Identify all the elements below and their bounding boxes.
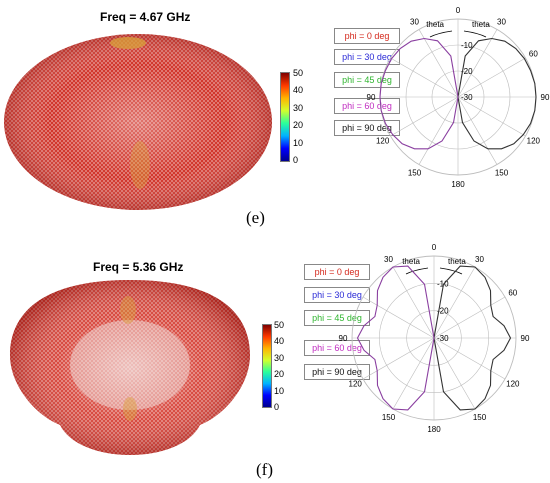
angle-tick-label: 30 xyxy=(475,255,484,264)
angle-tick-label: 60 xyxy=(529,50,538,59)
pattern-curve-right xyxy=(457,37,537,150)
panel-e-top-hotspot xyxy=(110,37,146,49)
colorbar-tick: 40 xyxy=(274,336,285,346)
pattern-curve-left xyxy=(379,37,459,150)
angle-tick-label: 120 xyxy=(506,380,520,389)
panel-e-letter: (e) xyxy=(246,208,265,227)
angle-tick-label: 120 xyxy=(349,380,363,389)
angle-tick-label: 90 xyxy=(367,93,376,102)
radial-tick-label: -30 xyxy=(461,93,473,102)
colorbar-tick: 50 xyxy=(293,68,304,78)
angle-tick-label: 150 xyxy=(408,168,422,177)
colorbar-tick: 10 xyxy=(293,138,304,148)
panel-e-3d-pattern xyxy=(4,34,272,210)
pattern-curve-left xyxy=(356,265,435,411)
colorbar-tick: 30 xyxy=(274,353,285,363)
legend-entry: phi = 30 deg xyxy=(334,49,400,65)
theta-arrow-right xyxy=(463,30,487,38)
colorbar-tick: 20 xyxy=(274,369,285,379)
radial-tick-label: -20 xyxy=(461,67,473,76)
radial-tick-label: -10 xyxy=(437,279,449,288)
theta-arrow-left xyxy=(405,267,429,275)
polar-spoke xyxy=(392,266,435,339)
theta-label-left: theta xyxy=(426,20,444,29)
panel-e-colorbar xyxy=(280,72,290,162)
angle-tick-label: 90 xyxy=(339,334,348,343)
legend-entry: phi = 0 deg xyxy=(304,264,370,280)
polar-spoke xyxy=(457,29,498,98)
colorbar-tick: 30 xyxy=(293,103,304,113)
radial-tick-label: -30 xyxy=(437,334,449,343)
legend-entry: phi = 90 deg xyxy=(334,120,400,136)
polar-spoke xyxy=(433,337,476,410)
panel-e-title: Freq = 4.67 GHz xyxy=(100,10,191,24)
colorbar-tick: 10 xyxy=(274,386,285,396)
polar-spoke xyxy=(433,266,476,339)
angle-tick-label: 30 xyxy=(410,18,419,27)
polar-spoke xyxy=(457,96,526,137)
radial-tick-label: -10 xyxy=(461,41,473,50)
panel-f-3d-pattern xyxy=(10,280,250,455)
panel-f-bottom-hotspot xyxy=(123,397,137,421)
angle-tick-label: 150 xyxy=(495,168,509,177)
panel-f-colorbar xyxy=(262,324,272,408)
theta-arrow-right xyxy=(439,267,463,275)
colorbar-tick: 40 xyxy=(293,85,304,95)
colorbar-tick: 50 xyxy=(274,320,285,330)
polar-spoke xyxy=(433,337,506,380)
angle-tick-label: 60 xyxy=(508,289,517,298)
polar-spoke xyxy=(362,296,435,339)
theta-label-right: theta xyxy=(472,20,490,29)
radial-tick-label: -20 xyxy=(437,307,449,316)
polar-spoke xyxy=(390,96,459,137)
pattern-curve-right xyxy=(433,265,512,411)
panel-f-polar-chart: 0 30 30 60 90 90 120 120 150 150 180 -10 -20 -30 theta… xyxy=(339,243,530,434)
polar-spoke xyxy=(418,96,459,165)
panel-f-colorbar-ticks: 50 40 30 20 10 0 xyxy=(274,320,294,412)
angle-tick-label: 180 xyxy=(451,180,465,189)
theta-label-right: theta xyxy=(448,257,466,266)
polar-spoke xyxy=(433,296,506,339)
legend-entry: phi = 60 deg xyxy=(334,98,400,114)
theta-label-left: theta xyxy=(402,257,420,266)
angle-tick-label: 0 xyxy=(456,6,461,15)
polar-spoke xyxy=(418,29,459,98)
angle-tick-label: 30 xyxy=(384,255,393,264)
panel-e-polar-chart: 0 30 30 60 90 90 120 120 150 150 180 -10 -20 -30 theta… xyxy=(367,6,550,189)
angle-tick-label: 150 xyxy=(382,413,396,422)
legend-entry: phi = 45 deg xyxy=(304,310,370,326)
colorbar-tick: 0 xyxy=(293,155,299,165)
panel-f-title: Freq = 5.36 GHz xyxy=(93,260,184,274)
polar-spoke xyxy=(457,57,526,98)
angle-tick-label: 30 xyxy=(497,18,506,27)
colorbar-tick: 0 xyxy=(274,402,280,412)
theta-arrow-left xyxy=(429,30,453,38)
panel-e-colorbar-ticks: 50 40 30 20 10 0 xyxy=(293,68,313,165)
polar-spoke xyxy=(390,57,459,98)
polar-spoke xyxy=(457,96,498,165)
panel-e-bottom-hotspot xyxy=(130,141,150,189)
angle-tick-label: 120 xyxy=(527,137,541,146)
polar-spoke xyxy=(362,337,435,380)
colorbar-tick: 20 xyxy=(293,120,304,130)
legend-entry: phi = 0 deg xyxy=(334,28,400,44)
legend-entry: phi = 90 deg xyxy=(304,364,370,380)
angle-tick-label: 180 xyxy=(427,425,441,434)
legend-entry: phi = 30 deg xyxy=(304,287,370,303)
angle-tick-label: 120 xyxy=(376,137,390,146)
panel-f-top-hotspot xyxy=(120,296,136,324)
angle-tick-label: 150 xyxy=(473,413,487,422)
panel-f-letter: (f) xyxy=(256,460,273,479)
angle-tick-label: 90 xyxy=(541,93,550,102)
angle-tick-label: 90 xyxy=(521,334,530,343)
angle-tick-label: 0 xyxy=(432,243,437,252)
polar-spoke xyxy=(392,337,435,410)
